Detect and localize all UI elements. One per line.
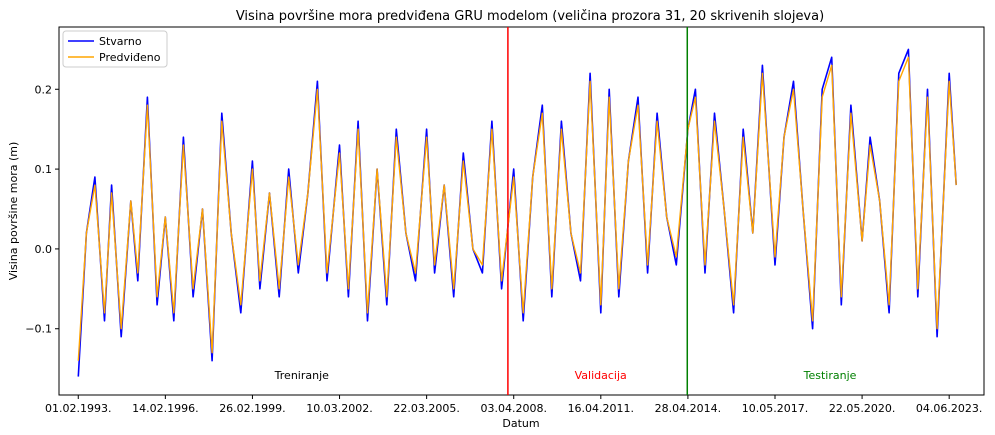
x-tick-label: 16.04.2011.: [568, 402, 634, 415]
y-axis-label: Visina površine mora (m): [7, 142, 20, 281]
annotation-validacija: Validacija: [575, 369, 627, 382]
x-tick-label: 26.02.1999.: [219, 402, 285, 415]
annotation-testiranje: Testiranje: [803, 369, 857, 382]
x-axis-label: Datum: [502, 417, 539, 430]
annotation-treniranje: Treniranje: [274, 369, 329, 382]
x-tick-label: 10.05.2017.: [742, 402, 808, 415]
y-axis: −0.1 0.0 0.1 0.2: [25, 83, 59, 336]
series-layer: [77, 48, 957, 377]
legend: Stvarno Predviđeno: [62, 30, 168, 68]
legend-box: [62, 30, 168, 68]
y-tick-label: 0.1: [35, 163, 53, 176]
split-lines: [507, 27, 689, 395]
legend-label-predvideno: Predviđeno: [99, 51, 161, 64]
x-tick-label: 28.04.2014.: [655, 402, 721, 415]
x-tick-label: 22.05.2020.: [829, 402, 895, 415]
x-tick-label: 01.02.1993.: [45, 402, 111, 415]
x-tick-label: 04.06.2023.: [916, 402, 982, 415]
annotations: Treniranje Validacija Testiranje: [274, 369, 857, 382]
legend-label-stvarno: Stvarno: [99, 35, 142, 48]
x-axis: 01.02.1993. 14.02.1996. 26.02.1999. 10.03.2…: [45, 395, 982, 415]
x-tick-label: 14.02.1996.: [132, 402, 198, 415]
series-line-predvideno: [77, 56, 957, 361]
chart-title: Visina površine mora predviđena GRU mode…: [236, 9, 824, 24]
y-tick-label: −0.1: [25, 323, 52, 336]
x-tick-label: 10.03.2002.: [306, 402, 372, 415]
y-tick-label: 0.2: [35, 83, 53, 96]
y-tick-label: 0.0: [35, 243, 53, 256]
x-tick-label: 03.04.2008.: [480, 402, 546, 415]
x-tick-label: 22.03.2005.: [393, 402, 459, 415]
